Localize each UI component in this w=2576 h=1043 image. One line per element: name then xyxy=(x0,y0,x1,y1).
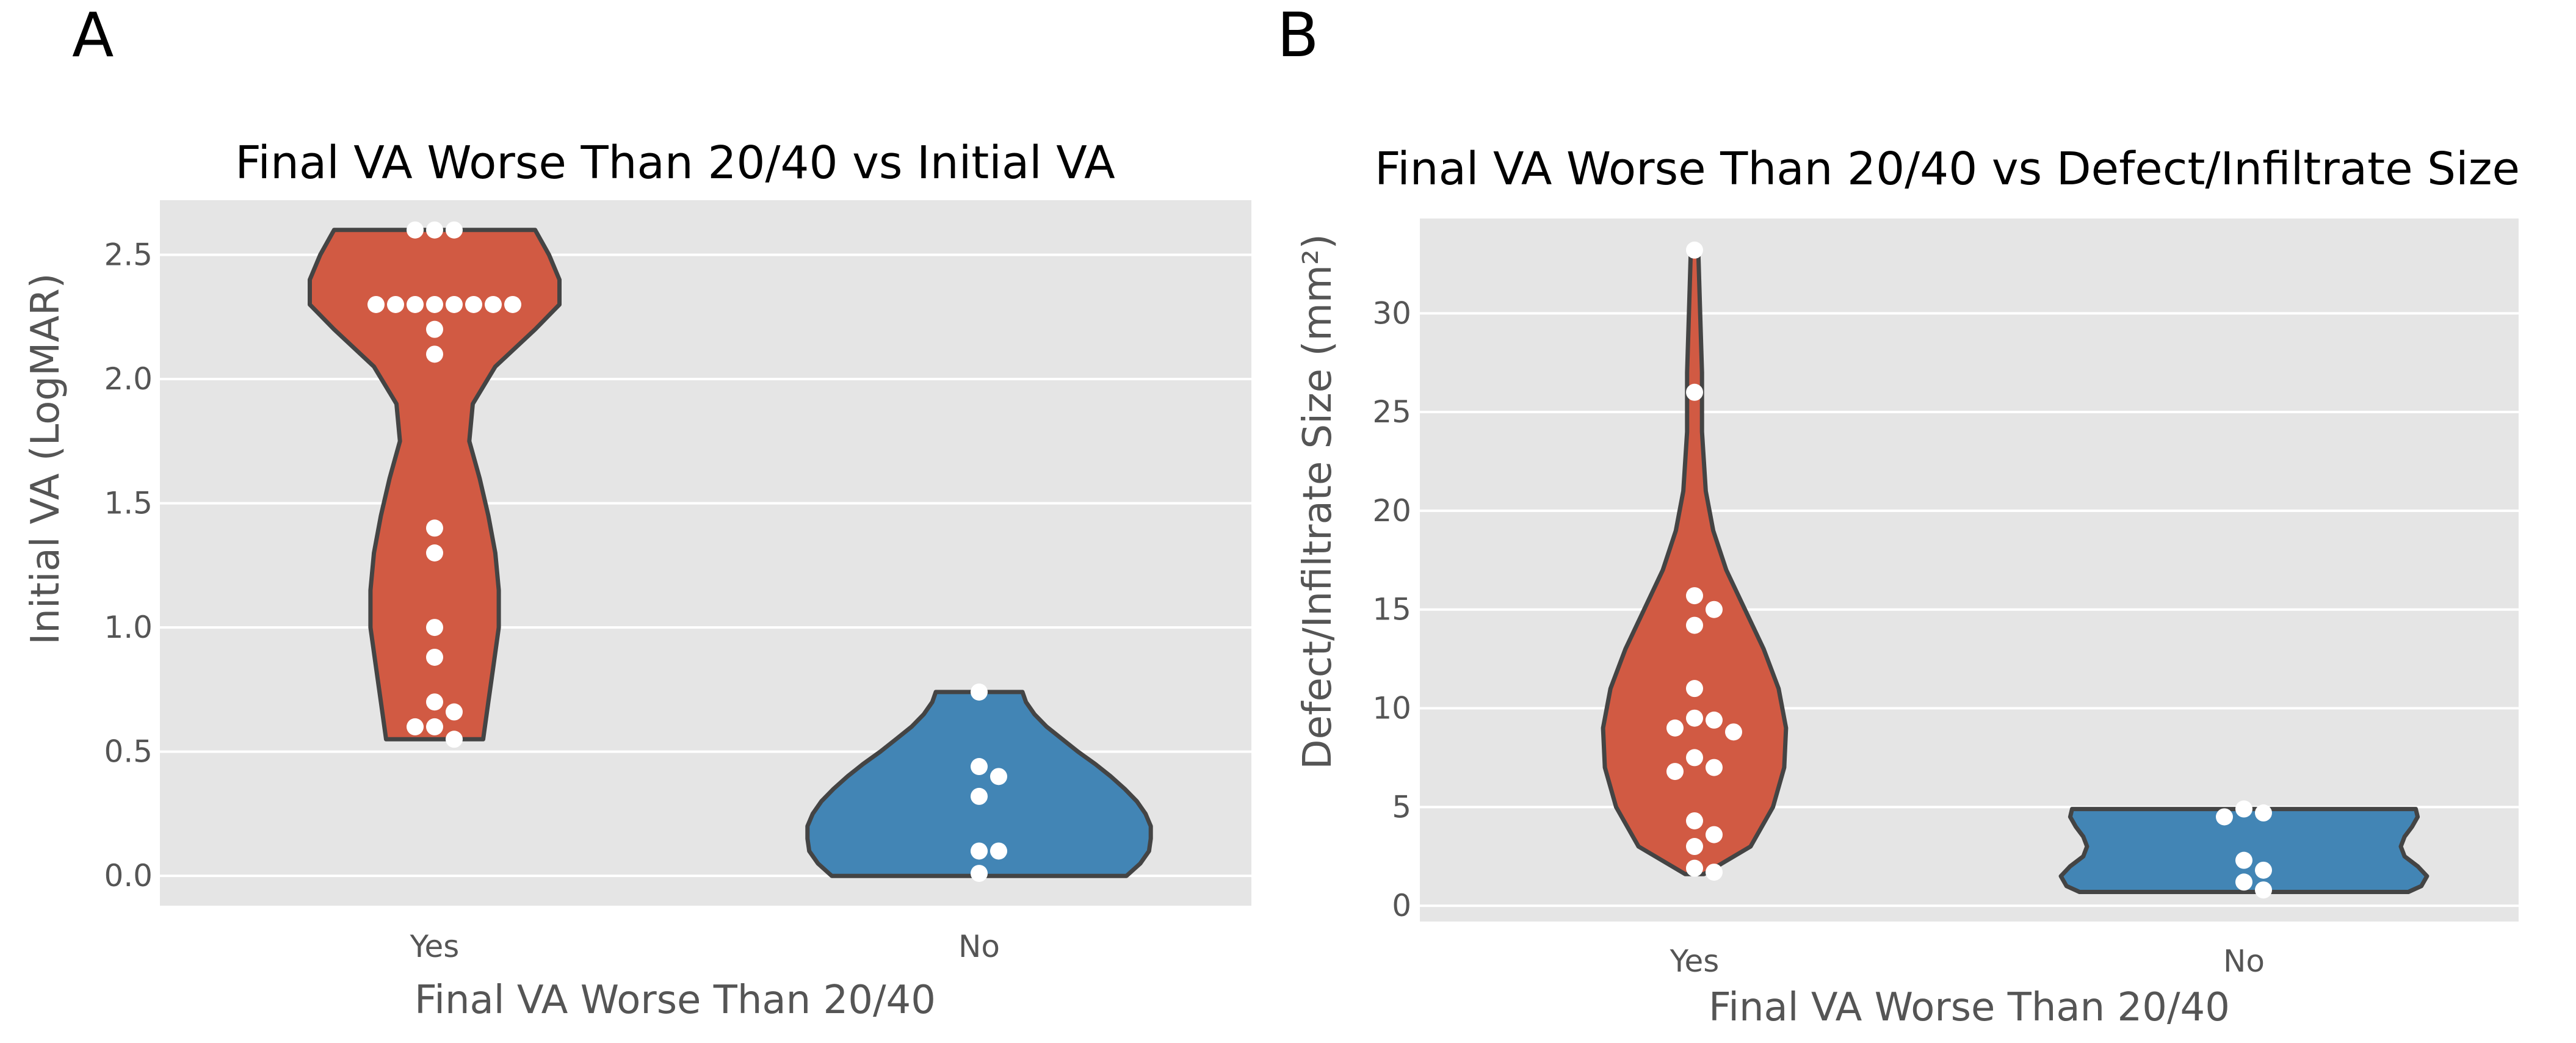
data-point-yes xyxy=(1706,601,1723,618)
data-point-yes xyxy=(426,693,443,711)
violins-b xyxy=(1601,248,2429,894)
data-point-yes xyxy=(1706,711,1723,729)
data-point-yes xyxy=(426,295,443,313)
data-point-yes xyxy=(426,345,443,363)
y-tick-label: 2.0 xyxy=(104,361,153,397)
data-point-no xyxy=(971,787,988,805)
data-point-yes xyxy=(426,718,443,735)
data-point-yes xyxy=(485,295,502,313)
data-point-yes xyxy=(1725,723,1742,741)
data-point-yes xyxy=(1686,838,1703,856)
swarm-points-a xyxy=(367,221,1007,882)
data-point-yes xyxy=(446,221,463,239)
y-tick-label: 1.5 xyxy=(104,486,153,521)
data-point-yes xyxy=(1686,241,1703,259)
data-point-no xyxy=(2255,804,2272,822)
data-point-yes xyxy=(1686,680,1703,698)
data-point-no xyxy=(2235,851,2252,869)
data-point-yes xyxy=(426,519,443,537)
data-point-yes xyxy=(426,648,443,666)
data-point-yes xyxy=(446,731,463,748)
data-point-yes xyxy=(1706,864,1723,881)
data-point-yes xyxy=(1706,826,1723,843)
y-tick-label: 25 xyxy=(1372,394,1411,430)
y-tick-label: 0 xyxy=(1392,888,1411,923)
data-point-yes xyxy=(407,718,424,735)
data-point-no xyxy=(971,842,988,860)
violin-yes xyxy=(308,228,562,742)
data-point-yes xyxy=(504,295,521,313)
data-point-yes xyxy=(367,295,385,313)
data-point-no xyxy=(990,842,1007,860)
data-point-no xyxy=(990,768,1007,785)
plot-area-b xyxy=(1420,218,2519,922)
violin-no xyxy=(2058,807,2429,894)
x-tick-label: No xyxy=(2223,944,2265,979)
chart-title-b: Final VA Worse Than 20/40 vs Defect/Infi… xyxy=(1375,143,2520,195)
data-point-yes xyxy=(1686,616,1703,634)
panel-a: A Final VA Worse Than 20/40 vs Initial V… xyxy=(23,0,1251,1023)
y-tick-label: 10 xyxy=(1372,691,1411,726)
data-point-yes xyxy=(426,544,443,561)
chart-title-a: Final VA Worse Than 20/40 vs Initial VA xyxy=(235,137,1115,189)
y-tick-labels-a: 0.0 0.5 1.0 1.5 2.0 2.5 xyxy=(104,237,153,894)
violins-a xyxy=(308,228,1153,878)
x-tick-label: Yes xyxy=(1670,944,1720,979)
data-point-yes xyxy=(1666,719,1684,737)
x-tick-label: No xyxy=(958,929,1000,964)
data-point-yes xyxy=(1686,812,1703,829)
data-point-yes xyxy=(426,221,443,239)
data-point-yes xyxy=(465,295,482,313)
data-point-yes xyxy=(426,619,443,637)
data-point-no xyxy=(2235,800,2252,818)
data-point-yes xyxy=(407,295,424,313)
data-point-no xyxy=(2255,861,2272,879)
data-point-yes xyxy=(446,703,463,721)
data-point-yes xyxy=(1686,587,1703,605)
x-tick-labels-a: Yes No xyxy=(410,929,1000,964)
x-tick-labels-b: Yes No xyxy=(1670,944,2265,979)
data-point-yes xyxy=(446,295,463,313)
data-point-no xyxy=(2235,873,2252,891)
y-tick-label: 15 xyxy=(1372,592,1411,627)
y-tick-label: 1.0 xyxy=(104,610,153,645)
panel-b: B Final VA Worse Than 20/40 vs Defect/In… xyxy=(1277,0,2520,1030)
y-axis-label-a: Initial VA (LogMAR) xyxy=(23,273,68,645)
violin-no xyxy=(805,690,1153,878)
data-point-yes xyxy=(407,221,424,239)
data-point-yes xyxy=(1706,759,1723,776)
x-axis-label-a: Final VA Worse Than 20/40 xyxy=(414,978,936,1023)
data-point-yes xyxy=(426,320,443,338)
panel-letter-a: A xyxy=(72,0,114,71)
y-tick-label: 0.0 xyxy=(104,858,153,893)
data-point-no xyxy=(2255,881,2272,899)
gridlines-b xyxy=(1420,312,2519,908)
y-tick-label: 5 xyxy=(1392,789,1411,825)
x-axis-label-b: Final VA Worse Than 20/40 xyxy=(1709,985,2230,1030)
y-tick-label: 20 xyxy=(1372,493,1411,529)
x-tick-label: Yes xyxy=(410,929,460,964)
y-tick-labels-b: 0 5 10 15 20 25 30 xyxy=(1372,295,1411,923)
data-point-no xyxy=(971,865,988,882)
gridlines-a xyxy=(160,253,1251,878)
swarm-points-b xyxy=(1666,241,2272,899)
data-point-no xyxy=(971,758,988,776)
y-tick-label: 0.5 xyxy=(104,734,153,770)
data-point-yes xyxy=(1666,763,1684,781)
data-point-no xyxy=(971,683,988,701)
data-point-yes xyxy=(1686,709,1703,727)
data-point-yes xyxy=(387,295,404,313)
data-point-no xyxy=(2216,808,2233,826)
data-point-yes xyxy=(1686,859,1703,877)
y-tick-label: 2.5 xyxy=(104,237,153,273)
panel-letter-b: B xyxy=(1277,0,1319,71)
data-point-yes xyxy=(1686,383,1703,401)
y-tick-label: 30 xyxy=(1372,295,1411,331)
data-point-yes xyxy=(1686,749,1703,767)
y-axis-label-b: Defect/Infiltrate Size (mm²) xyxy=(1295,234,1340,769)
